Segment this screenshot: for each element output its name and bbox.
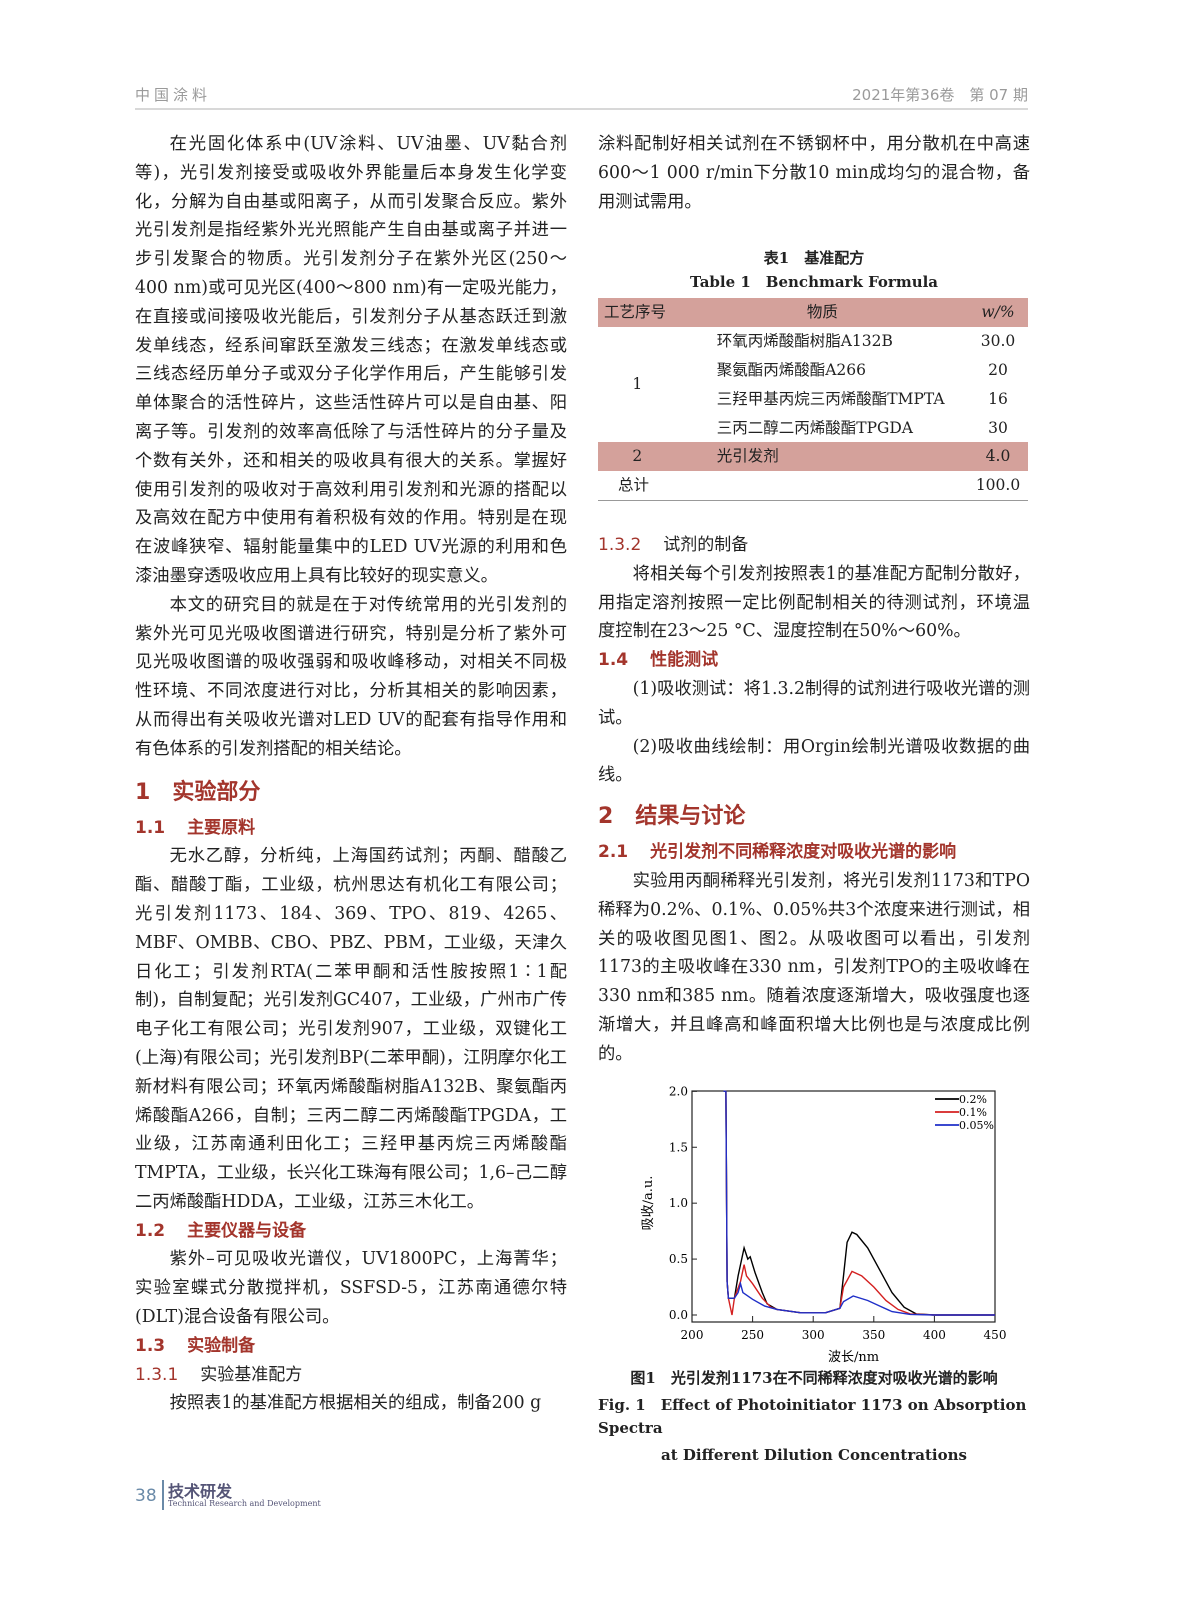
legend-label: 0.1% <box>959 1106 987 1119</box>
y-tick-label: 1.0 <box>669 1196 688 1210</box>
benchmark-formula-table: 工艺序号 物质 w/% 1 环氧丙烯酸酯树脂A132B 30.0 聚氨酯丙烯酸酯… <box>598 298 1028 501</box>
subsection-heading: 1.1 主要原料 <box>135 817 256 838</box>
legend-label: 0.2% <box>959 1093 987 1106</box>
table-row: 2 光引发剂 4.0 <box>598 442 1028 472</box>
weight: 16 <box>988 389 1008 408</box>
legend-label: 0.05% <box>959 1119 994 1132</box>
figure-caption-en: Fig. 1 Effect of Photoinitiator 1173 on … <box>598 1395 1027 1437</box>
table-row: 三丙二醇二丙烯酸酯TPGDA 30 <box>598 414 1028 443</box>
substance: 环氧丙烯酸酯树脂A132B <box>716 332 893 351</box>
y-tick-label: 0.5 <box>669 1252 688 1266</box>
figure-caption-en-2: at Different Dilution Concentrations <box>661 1445 967 1464</box>
substance: 聚氨酯丙烯酸酯A266 <box>716 360 867 379</box>
table-total-row: 总计 100.0 <box>598 471 1028 500</box>
substance: 三羟甲基丙烷三丙烯酸酯TMPTA <box>716 389 945 408</box>
series-line-0.05% <box>723 1090 995 1316</box>
plot-frame <box>691 1089 996 1323</box>
weight: 20 <box>988 360 1008 379</box>
page-number: 38 <box>135 1486 157 1506</box>
section-heading: 2 结果与讨论 <box>598 804 746 830</box>
table-caption-cn: 表1 基准配方 <box>763 249 865 268</box>
x-axis-label: 波长/nm <box>828 1350 879 1363</box>
running-header: 中国涂料 2021年第36卷 第 07 期 <box>135 84 1028 110</box>
table-row: 聚氨酯丙烯酸酯A266 20 <box>598 356 1028 385</box>
journal-name: 中国涂料 <box>135 86 212 104</box>
subsection-heading: 2.1 光引发剂不同稀释浓度对吸收光谱的影响 <box>598 842 957 863</box>
subsection-heading: 1.3 实验制备 <box>135 1335 256 1356</box>
figure-caption-cn: 图1 光引发剂1173在不同稀释浓度对吸收光谱的影响 <box>630 1368 998 1387</box>
y-axis-label: 吸收/a.u. <box>641 1175 656 1230</box>
x-tick-label: 200 <box>681 1328 704 1342</box>
paragraph: 涂料配制好相关试剂在不锈钢杯中，用分散机在中高速600～1 000 r/min下… <box>598 134 1030 212</box>
x-tick-label: 250 <box>741 1328 764 1342</box>
substance: 光引发剂 <box>716 447 779 466</box>
y-tick-label: 1.5 <box>669 1140 688 1154</box>
chart-svg: 200 250 300 350 400 450 0.0 0.5 1.0 1.5 2.0 波长/nm 吸收… <box>641 1084 1007 1365</box>
table-row: 三羟甲基丙烷三丙烯酸酯TMPTA 16 <box>598 385 1028 414</box>
paragraph: 在光固化体系中(UV涂料、UV油墨、UV黏合剂等)，光引发剂接受或吸收外界能量后… <box>135 134 567 586</box>
subsubsection-heading: 1.3.1 实验基准配方 <box>135 1364 303 1385</box>
paragraph: 无水乙醇，分析纯，上海国药试剂；丙酮、醋酸乙酯、醋酸丁酯，工业级，杭州思达有机化… <box>135 846 567 1212</box>
right-column: 涂料配制好相关试剂在不锈钢杯中，用分散机在中高速600～1 000 r/min下… <box>598 130 1030 1467</box>
col-header: 物质 <box>806 303 838 322</box>
process-id: 1 <box>632 375 643 394</box>
section-heading: 1 实验部分 <box>135 779 261 805</box>
total-weight: 100.0 <box>975 476 1021 495</box>
total-label: 总计 <box>618 476 650 495</box>
substance: 三丙二醇二丙烯酸酯TPGDA <box>716 418 914 437</box>
issue-info: 2021年第36卷 第 07 期 <box>852 86 1028 104</box>
weight: 4.0 <box>985 447 1011 466</box>
subsection-heading: 1.4 性能测试 <box>598 650 719 671</box>
table-row: 1 环氧丙烯酸酯树脂A132B 30.0 <box>598 327 1028 393</box>
paragraph: 实验用丙酮稀释光引发剂，将光引发剂1173和TPO稀释为0.2%、0.1%、0.… <box>598 870 1030 1064</box>
paragraph: 本文的研究目的就是在于对传统常用的光引发剂的紫外光可见光吸收图谱进行研究，特别是… <box>135 594 567 759</box>
table-header-row: 工艺序号 物质 w/% <box>598 298 1028 328</box>
absorption-spectrum-chart: 200 250 300 350 400 450 0.0 0.5 1.0 1.5 2.0 波长/nm 吸收… <box>598 1083 1028 1365</box>
paragraph: 将相关每个引发剂按照表1的基准配方配制分散好，用指定溶剂按照一定比例配制相关的待… <box>598 563 1030 642</box>
table-caption-en: Table 1 Benchmark Formula <box>689 273 939 292</box>
footer-divider <box>162 1480 164 1510</box>
y-tick-label: 2.0 <box>669 1084 688 1098</box>
subsubsection-heading: 1.3.2 试剂的制备 <box>598 534 749 555</box>
weight: 30.0 <box>980 332 1016 351</box>
paragraph: 按照表1的基准配方根据相关的组成，制备200 g <box>169 1393 542 1414</box>
subsection-heading: 1.2 主要仪器与设备 <box>135 1220 307 1241</box>
paragraph: 紫外–可见吸收光谱仪，UV1800PC，上海菁华；实验室蝶式分散搅拌机，SSFS… <box>135 1249 567 1328</box>
section-name-cn: 技术研发 <box>168 1482 233 1501</box>
left-column: 在光固化体系中(UV涂料、UV油墨、UV黏合剂等)，光引发剂接受或吸收外界能量后… <box>135 130 567 1418</box>
process-id: 2 <box>632 447 643 466</box>
section-name-en: Technical Research and Development <box>168 1499 321 1508</box>
col-header: 工艺序号 <box>604 303 667 322</box>
x-tick-label: 350 <box>862 1328 885 1342</box>
x-tick-label: 400 <box>923 1328 946 1342</box>
x-tick-label: 300 <box>802 1328 825 1342</box>
x-tick-label: 450 <box>984 1328 1007 1342</box>
y-tick-label: 0.0 <box>669 1308 688 1322</box>
col-header: w/% <box>981 303 1015 322</box>
paragraph: (2)吸收曲线绘制：用Orgin绘制光谱吸收数据的曲线。 <box>598 736 1030 786</box>
paragraph: (1)吸收测试：将1.3.2制得的试剂进行吸收光谱的测试。 <box>598 678 1030 728</box>
weight: 30 <box>988 418 1008 437</box>
